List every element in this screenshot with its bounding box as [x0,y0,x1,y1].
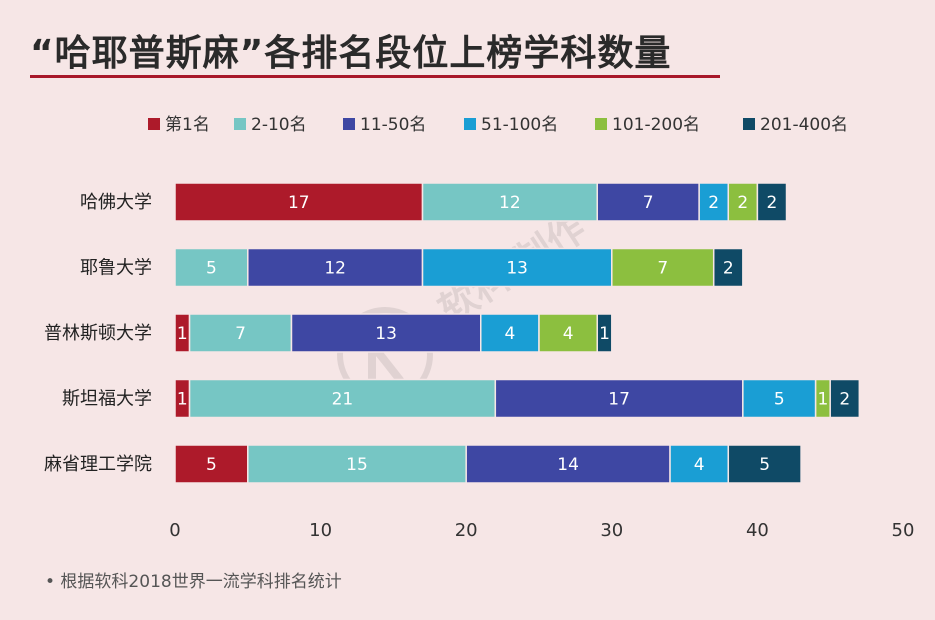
bar-segment [465,444,671,484]
data-label: 1 [818,390,829,410]
data-label: 12 [324,259,346,279]
bar-segment [756,182,788,222]
data-label: 13 [375,324,397,344]
data-label: 2 [839,390,850,410]
bar-segment [712,247,744,288]
data-label: 2 [708,193,719,213]
data-label: 1 [177,324,188,344]
data-label: 5 [774,390,785,410]
bar-segment [596,313,613,353]
chart-title-block: “哈耶普斯麻”各排名段位上榜学科数量 [30,20,720,78]
legend-label: 101-200名 [612,115,700,135]
data-label: 2 [767,193,778,213]
legend-swatch [343,118,355,130]
legend-label: 2-10名 [251,115,307,135]
legend-item: 51-100名 [464,115,558,135]
data-label: 1 [177,390,188,410]
legend-item: 11-50名 [343,115,426,135]
legend-swatch [743,118,755,130]
legend-swatch [464,118,476,130]
data-label: 5 [759,455,770,475]
bar-segment [727,444,802,484]
legend-label: 第1名 [165,115,210,135]
data-label: 4 [563,324,574,344]
bar-segment [669,444,730,484]
bar-segment [247,247,424,288]
title-underline [30,75,720,78]
bar-segment [421,182,598,222]
bar-segment [174,182,424,222]
data-label: 7 [657,259,668,279]
data-label: 15 [346,455,368,475]
data-label: 4 [694,455,705,475]
legend-swatch [234,118,246,130]
data-label: 5 [206,259,217,279]
legend-item: 2-10名 [234,115,307,135]
category-label: 麻省理工学院 [44,454,152,475]
data-label: 12 [499,193,521,213]
category-label: 普林斯顿大学 [44,323,152,344]
legend-item: 201-400名 [743,115,848,135]
bar-segment [188,378,497,419]
category-label: 斯坦福大学 [62,389,152,410]
bar-segment [480,313,540,353]
data-label: 14 [557,455,579,475]
bar-segment [174,247,249,288]
legend-label: 51-100名 [481,115,558,135]
footnote: • 根据软科2018世界一流学科排名统计 [45,572,342,592]
category-label: 耶鲁大学 [80,258,152,279]
legend-label: 201-400名 [760,115,848,135]
legend-swatch [595,118,607,130]
bar-segment [421,247,613,288]
bar-segment [829,378,861,419]
data-label: 7 [235,324,246,344]
chart-title: “哈耶普斯麻”各排名段位上榜学科数量 [30,33,672,74]
bar-segment [698,182,730,222]
x-tick-label: 0 [169,520,180,541]
data-label: 5 [206,455,217,475]
bar-segment [742,378,817,419]
legend-label: 11-50名 [360,115,426,135]
bar-segment [247,444,467,484]
category-label: 哈佛大学 [80,192,152,213]
bar-segment [727,182,759,222]
x-tick-label: 50 [892,520,915,541]
data-label: 2 [723,259,734,279]
data-label: 17 [288,193,310,213]
legend-item: 第1名 [148,115,210,135]
data-label: 2 [737,193,748,213]
legend-swatch [148,118,160,130]
x-tick-label: 30 [600,520,623,541]
x-tick-label: 20 [455,520,478,541]
x-tick-label: 10 [309,520,332,541]
data-label: 21 [332,390,354,410]
data-label: 13 [506,259,528,279]
x-tick-label: 40 [746,520,769,541]
bar-segment [611,247,715,288]
watermark: 软科 制作 [337,206,593,403]
bar-segment [290,313,482,353]
data-label: 17 [608,390,630,410]
legend-item: 101-200名 [595,115,700,135]
data-label: 1 [599,324,610,344]
data-label: 7 [643,193,654,213]
bar-segment [494,378,744,419]
data-label: 4 [504,324,515,344]
